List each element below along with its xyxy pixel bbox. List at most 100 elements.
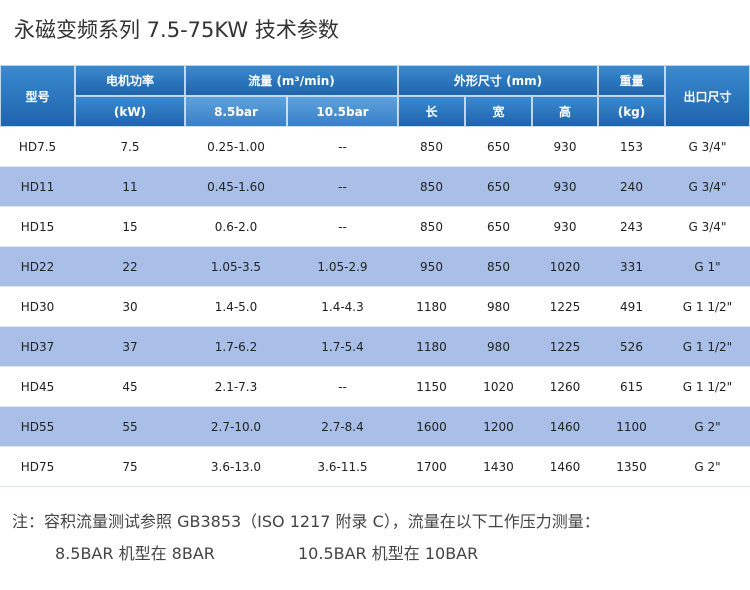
header-cell: 外形尺寸 (mm) [398, 65, 598, 96]
table-cell: G 1 1/2" [682, 300, 733, 314]
row-band [0, 327, 750, 367]
row-band [0, 447, 750, 487]
table-cell: HD75 [20, 460, 55, 474]
table-cell: 75 [122, 460, 138, 474]
table-cell: 1.05-2.9 [317, 260, 368, 274]
table-cell: 980 [487, 300, 510, 314]
table-cell: 1260 [549, 380, 581, 394]
table-cell: HD37 [20, 340, 55, 354]
table-cell: 1100 [616, 420, 647, 434]
table-cell: 243 [620, 220, 643, 234]
table-cell: 980 [487, 340, 510, 354]
table-cell: 650 [487, 180, 510, 194]
header-cell: 宽 [465, 96, 532, 127]
row-band [0, 407, 750, 447]
table-cell: -- [338, 380, 347, 394]
table-cell: HD11 [20, 180, 55, 194]
table-cell: 1225 [549, 300, 581, 314]
table-cell: G 2" [694, 420, 721, 434]
header-cell: 出口尺寸 [665, 65, 750, 127]
table-cell: -- [338, 140, 347, 154]
table-cell: 1.4-4.3 [321, 300, 364, 314]
table-cell: 331 [620, 260, 643, 274]
table-cell: 930 [553, 180, 577, 194]
table-cell: 3.6-13.0 [210, 460, 262, 474]
table-cell: 22 [122, 260, 138, 274]
table-cell: G 1 1/2" [682, 340, 733, 354]
note-line: 10.5BAR 机型在 10BAR [298, 544, 479, 563]
table-cell: 45 [122, 380, 138, 394]
header-cell: 10.5bar [287, 96, 398, 127]
table-cell: G 3/4" [688, 220, 727, 234]
table-cell: 526 [620, 340, 643, 354]
header-cell: 型号 [0, 65, 75, 127]
table-cell: 1430 [483, 460, 514, 474]
table-cell: 3.6-11.5 [317, 460, 368, 474]
header-cell: (kg) [598, 96, 665, 127]
table-cell: 950 [420, 260, 443, 274]
table-cell: 850 [420, 180, 443, 194]
table-cell: 1.4-5.0 [214, 300, 258, 314]
row-band [0, 247, 750, 287]
table-cell: 1020 [483, 380, 514, 394]
header-cell: 长 [398, 96, 465, 127]
table-cell: 650 [487, 140, 510, 154]
table-cell: 2.7-8.4 [321, 420, 364, 434]
table-cell: -- [338, 180, 347, 194]
table-cell: 11 [122, 180, 138, 194]
note: 注：容积流量测试参照 GB3853（ISO 1217 附录 C），流量在以下工作… [12, 512, 600, 531]
spec-table: 型号 电机功率 (kW) 流量 (m³/min) 8.5bar 10.5bar 外形尺寸 (… [0, 65, 750, 487]
table-cell: 15 [122, 220, 138, 234]
table-cell: 0.45-1.60 [207, 180, 265, 194]
table-cell: 1200 [483, 420, 514, 434]
table-cell: -- [338, 220, 347, 234]
table-cell: 7.5 [120, 140, 140, 154]
table-cell: 615 [620, 380, 643, 394]
table-cell: G 3/4" [688, 140, 727, 154]
table-cell: HD30 [20, 300, 55, 314]
row-band [0, 167, 750, 207]
table-cell: HD22 [20, 260, 55, 274]
table-cell: 55 [122, 420, 138, 434]
table-cell: HD7.5 [18, 140, 57, 154]
table-cell: 850 [420, 220, 443, 234]
table-cell: 1150 [416, 380, 447, 394]
table-cell: 0.6-2.0 [214, 220, 258, 234]
table-cell: G 2" [694, 460, 721, 474]
row-band [0, 127, 750, 167]
table-cell: 2.7-10.0 [210, 420, 262, 434]
table-cell: 850 [420, 140, 443, 154]
header-cell: 流量 (m³/min) [185, 65, 398, 96]
table-cell: G 3/4" [688, 180, 727, 194]
table-cell: 1.7-5.4 [321, 340, 364, 354]
row-band [0, 287, 750, 327]
title: 永磁变频系列 7.5-75KW 技术参数 [14, 18, 339, 42]
table-cell: 1180 [416, 340, 447, 354]
table-cell: 1350 [616, 460, 647, 474]
table-cell: 1600 [416, 420, 447, 434]
table-cell: 1020 [549, 260, 581, 274]
table-cell: 1.7-6.2 [214, 340, 258, 354]
table-cell: 2.1-7.3 [214, 380, 258, 394]
table-cell: 1225 [549, 340, 581, 354]
header-cell: 电机功率 [75, 65, 185, 96]
table-cell: 850 [487, 260, 510, 274]
table-cell: 153 [620, 140, 643, 154]
table-cell: 30 [122, 300, 138, 314]
table-cell: 1460 [549, 460, 581, 474]
note-line: 8.5BAR 机型在 8BAR [55, 544, 215, 563]
table-cell: HD15 [20, 220, 55, 234]
table-cell: G 1 1/2" [682, 380, 733, 394]
header-cell: 重量 [598, 65, 665, 96]
table-cell: 37 [122, 340, 138, 354]
table-cell: 930 [553, 140, 577, 154]
row-band [0, 207, 750, 247]
table-cell: 1180 [416, 300, 447, 314]
table-cell: 240 [620, 180, 643, 194]
table-cell: G 1" [694, 260, 721, 274]
header-cell: 高 [532, 96, 598, 127]
table-cell: 1.05-3.5 [210, 260, 262, 274]
table-cell: 930 [553, 220, 577, 234]
table-cell: 491 [620, 300, 643, 314]
table-cell: 650 [487, 220, 510, 234]
